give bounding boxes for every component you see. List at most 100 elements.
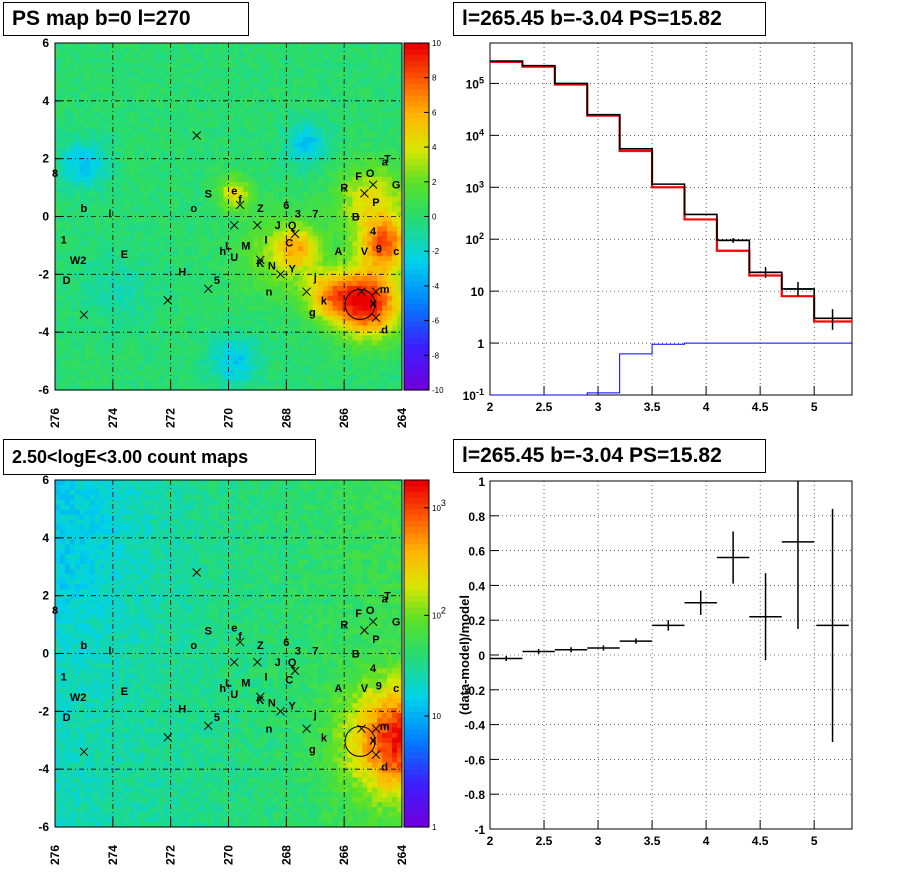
ps-map-cell: [337, 82, 344, 89]
ps-map-cell: [154, 82, 160, 89]
ps-map-cell: [109, 211, 116, 218]
ps-map-cell: [248, 370, 254, 376]
ps-map-cell: [144, 345, 150, 351]
ps-map-cell: [119, 52, 125, 59]
ps-map-cell: [357, 310, 363, 317]
ps-map-cell: [253, 52, 259, 59]
ps-map-cell: [178, 300, 185, 307]
ps-map-cell: [263, 355, 269, 361]
ps-map-cell: [173, 305, 180, 312]
ps-map-cell: [193, 241, 200, 247]
ps-map-cell: [69, 102, 76, 109]
ps-map-cell: [372, 285, 378, 292]
ps-map-cell: [387, 261, 393, 267]
ps-map-cell: [317, 127, 324, 133]
ps-map-cell: [382, 132, 388, 138]
ps-map-cell: [317, 310, 324, 317]
ps-map-cell: [377, 157, 383, 163]
ps-map-cell: [312, 152, 319, 158]
ps-map-cell: [258, 152, 264, 158]
ps-map-cell: [213, 350, 220, 356]
ps-map-cell: [283, 52, 289, 59]
ps-map-cell: [337, 166, 344, 173]
ps-map-cell: [372, 370, 378, 376]
ps-map-cell: [367, 57, 373, 64]
ps-map-cell: [134, 216, 140, 223]
ps-map-cell: [278, 122, 284, 128]
ps-map-cell: [213, 137, 220, 143]
ps-map-cell: [287, 221, 294, 228]
ps-map-cell: [287, 290, 294, 297]
ps-map-cell: [139, 300, 145, 307]
ps-map-cell: [169, 77, 175, 84]
ps-map-cell: [372, 231, 378, 237]
ps-map-cell: [273, 305, 279, 312]
ps-map-cell: [124, 211, 130, 218]
ps-map-cell: [144, 62, 150, 69]
ps-map-cell: [362, 166, 368, 173]
ps-map-cell: [347, 132, 354, 138]
ps-map-cell: [218, 62, 225, 69]
ps-map-cell: [273, 325, 279, 332]
ps-map-cell: [149, 266, 155, 272]
ps-map-cell: [99, 241, 106, 247]
ps-map-cell: [258, 82, 264, 89]
ps-map-cell: [139, 186, 145, 193]
ps-map-cell: [178, 186, 185, 193]
ps-map-cell: [55, 97, 61, 104]
ps-map-cell: [233, 166, 240, 173]
ps-map-cell: [253, 360, 259, 366]
ps-map-cell: [188, 300, 195, 307]
ps-map-cell: [307, 122, 314, 128]
ps-map-cell: [74, 142, 81, 148]
ps-map-cell: [203, 117, 210, 123]
ps-map-cell: [302, 47, 309, 54]
ps-map-cell: [109, 325, 116, 332]
ps-map-cell: [243, 360, 249, 366]
ps-map-cell: [233, 365, 240, 371]
ps-map-cell: [149, 67, 155, 74]
ps-map-cell: [223, 132, 230, 138]
ps-map-cell: [149, 62, 155, 69]
ps-map-cell: [228, 117, 235, 123]
ps-map-cell: [322, 365, 329, 371]
ps-map-cell: [218, 231, 225, 237]
ps-map-cell: [109, 47, 116, 54]
ps-map-cell: [144, 300, 150, 307]
ps-map-cell: [397, 360, 403, 366]
ps-map-cell: [292, 47, 299, 54]
ps-map-cell: [159, 305, 165, 312]
ps-map-cell: [352, 305, 358, 312]
ps-map-cell: [74, 370, 81, 376]
ps-map-cell: [377, 355, 383, 361]
ps-map-cell: [352, 330, 358, 337]
ps-map-cell: [248, 52, 254, 59]
ps-map-cell: [154, 107, 160, 113]
ps-map-cell: [169, 62, 175, 69]
ps-map-cell: [144, 137, 150, 143]
ps-map-cell: [159, 127, 165, 133]
ps-map-cell: [104, 335, 111, 342]
ps-map-zbar-segment: [404, 118, 429, 125]
ps-map-cell: [357, 315, 363, 322]
ps-map-cell: [183, 102, 190, 109]
ps-map-cell: [124, 92, 130, 99]
ps-map-cell: [327, 375, 334, 381]
ps-map-cell: [169, 201, 175, 208]
ps-map-cell: [89, 236, 96, 242]
ps-map-cell: [283, 236, 289, 242]
ps-map-cell: [377, 315, 383, 322]
ps-map-cell: [154, 350, 160, 356]
residual-title: l=265.45 b=-3.04 PS=15.82: [453, 439, 766, 473]
ps-map-cell: [188, 57, 195, 64]
ps-map-cell: [218, 176, 225, 183]
ps-map-cell: [99, 112, 106, 118]
ps-map-cell: [154, 132, 160, 138]
ps-map-cell: [302, 216, 309, 223]
ps-map-zbar-segment: [404, 187, 429, 194]
ps-map-cell: [164, 236, 170, 242]
ps-map-cell: [332, 345, 339, 351]
ps-map-cell: [228, 77, 235, 84]
ps-map-cell: [302, 295, 309, 302]
ps-map-cell: [253, 266, 259, 272]
